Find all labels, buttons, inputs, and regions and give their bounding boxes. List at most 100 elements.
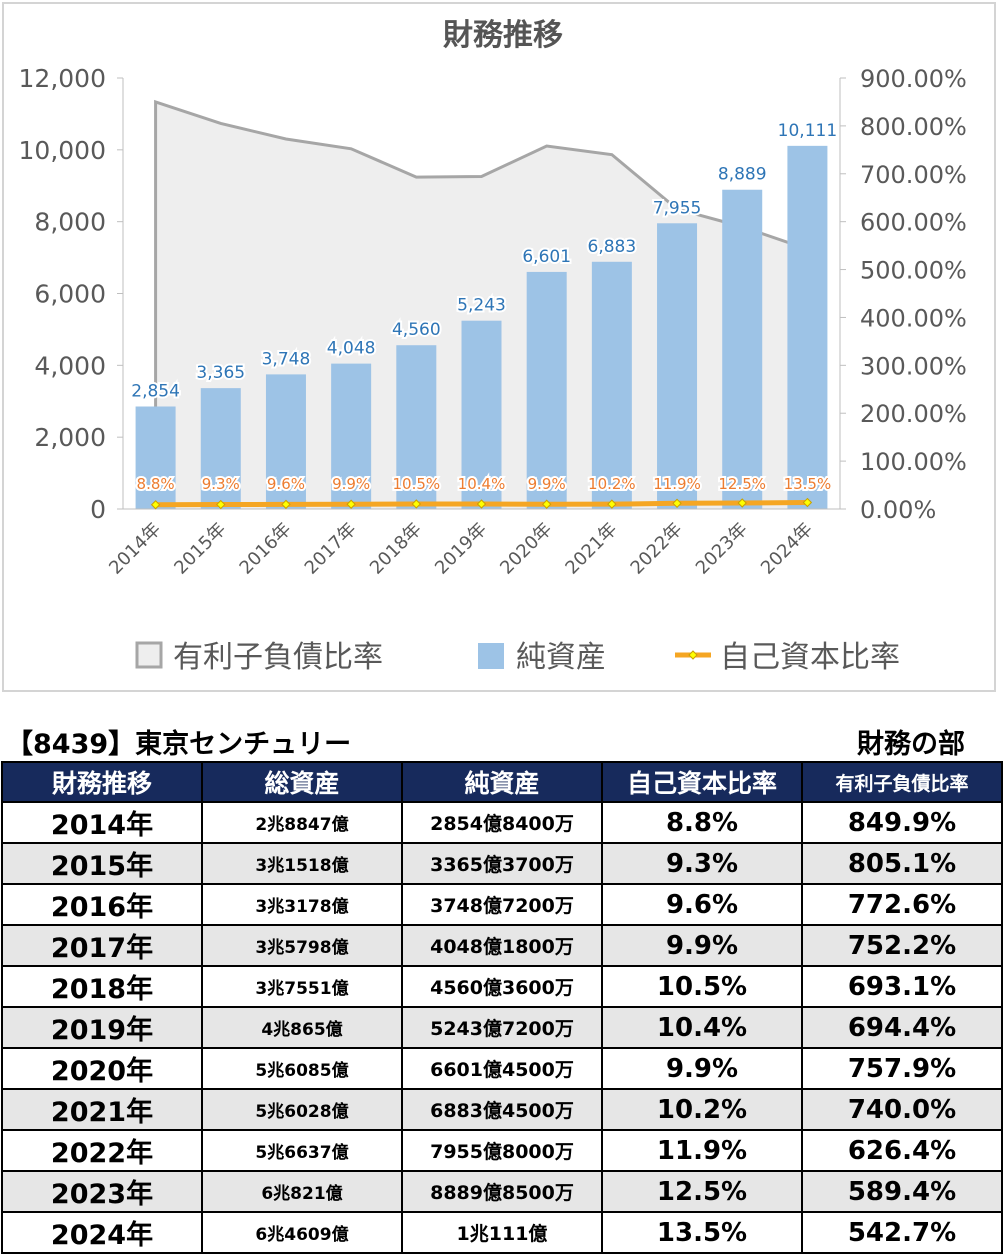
net-assets-data-label: 8,889 (718, 165, 767, 185)
cell-net-assets: 6883億4500万 (401, 1088, 603, 1131)
cell-year: 2017年 (1, 924, 203, 967)
y-right-tick-label: 600.00% (860, 209, 967, 237)
net-assets-data-label: 3,748 (262, 349, 311, 369)
cell-debt-ratio: 693.1% (801, 965, 1003, 1008)
chart-title: 財務推移 (443, 18, 563, 53)
net-assets-bar (331, 363, 372, 509)
cell-net-assets: 4048億1800万 (401, 924, 603, 967)
cell-year: 2018年 (1, 965, 203, 1008)
x-tick-label: 2022年 (627, 519, 687, 579)
cell-debt-ratio: 849.9% (801, 801, 1003, 844)
y-right-tick-label: 400.00% (860, 304, 967, 332)
equity-ratio-point (411, 499, 422, 509)
cell-year: 2016年 (1, 883, 203, 926)
cell-net-assets: 6601億4500万 (401, 1047, 603, 1090)
cell-equity-ratio: 12.5% (601, 1170, 803, 1213)
cell-year: 2024年 (1, 1211, 203, 1254)
x-tick-label: 2019年 (431, 519, 491, 579)
equity-ratio-point (150, 500, 161, 510)
table-row: 2021年 5兆6028億 6883億4500万 10.2% 740.0% (1, 1088, 1003, 1131)
section-label: 財務の部 (857, 729, 965, 760)
x-tick-label: 2016年 (236, 519, 296, 579)
y-left-tick-label: 0 (90, 495, 106, 524)
cell-debt-ratio: 757.9% (801, 1047, 1003, 1090)
net-assets-data-label: 2,854 (131, 381, 180, 401)
legend-swatch-net-assets (478, 643, 504, 669)
cell-total-assets: 3兆1518億 (201, 842, 403, 885)
cell-equity-ratio: 9.3% (601, 842, 803, 885)
cell-equity-ratio: 9.6% (601, 883, 803, 926)
equity-ratio-data-label: 13.5% (784, 475, 832, 493)
table-row: 2016年 3兆3178億 3748億7200万 9.6% 772.6% (1, 883, 1003, 926)
y-right-tick-label: 200.00% (860, 400, 967, 428)
table-row: 2019年 4兆865億 5243億7200万 10.4% 694.4% (1, 1006, 1003, 1049)
net-assets-data-label: 7,955 (653, 198, 702, 218)
table-row: 2018年 3兆7551億 4560億3600万 10.5% 693.1% (1, 965, 1003, 1008)
equity-ratio-data-label: 9.6% (267, 475, 305, 493)
y-left-tick-label: 8,000 (34, 208, 106, 237)
equity-ratio-point (476, 499, 487, 509)
cell-year: 2021年 (1, 1088, 203, 1131)
legend-swatch-debt-ratio (135, 641, 163, 669)
cell-total-assets: 5兆6028億 (201, 1088, 403, 1131)
header-equity-ratio: 自己資本比率 (601, 761, 803, 803)
net-assets-data-label: 10,111 (778, 121, 837, 141)
cell-net-assets: 4560億3600万 (401, 965, 603, 1008)
y-left-tick-label: 10,000 (19, 136, 106, 165)
table-row: 2014年 2兆8847億 2854億8400万 8.8% 849.9% (1, 801, 1003, 844)
equity-ratio-point (737, 498, 747, 508)
net-assets-bar (200, 388, 241, 509)
equity-ratio-point (802, 497, 813, 508)
net-assets-bar (722, 189, 763, 509)
net-assets-data-label: 3,365 (196, 363, 245, 383)
equity-ratio-data-label: 11.9% (653, 475, 701, 493)
header-debt-ratio: 有利子負債比率 (801, 761, 1003, 803)
net-assets-bar (265, 374, 306, 509)
cell-net-assets: 3365億3700万 (401, 842, 603, 885)
x-tick-label: 2023年 (692, 519, 752, 579)
chart: 財務推移 2,854 3,365 3,748 4,048 4,560 5,243 6,601 6… (19, 18, 967, 675)
cell-equity-ratio: 13.5% (601, 1211, 803, 1254)
cell-net-assets: 1兆111億 (401, 1211, 603, 1254)
net-assets-bar (396, 345, 437, 509)
cell-total-assets: 3兆3178億 (201, 883, 403, 926)
equity-ratio-data-label: 10.4% (458, 475, 506, 493)
cell-total-assets: 3兆7551億 (201, 965, 403, 1008)
table-header-row: 財務推移 総資産 純資産 自己資本比率 有利子負債比率 (1, 761, 1003, 803)
legend-label-equity-ratio: 自己資本比率 (720, 640, 900, 675)
table-row: 2020年 5兆6085億 6601億4500万 9.9% 757.9% (1, 1047, 1003, 1090)
table-row: 2017年 3兆5798億 4048億1800万 9.9% 752.2% (1, 924, 1003, 967)
cell-net-assets: 3748億7200万 (401, 883, 603, 926)
y-left-tick-label: 6,000 (34, 280, 106, 309)
y-right-tick-label: 700.00% (860, 161, 967, 189)
y-right-tick-label: 0.00% (860, 496, 936, 524)
header-period: 財務推移 (1, 761, 203, 803)
x-tick-label: 2021年 (561, 519, 621, 579)
equity-ratio-data-label: 8.8% (137, 475, 175, 493)
cell-year: 2014年 (1, 801, 203, 844)
equity-ratio-point (346, 499, 356, 509)
debt-ratio-area (155, 101, 808, 509)
equity-ratio-data-label: 9.9% (528, 475, 566, 493)
cell-net-assets: 5243億7200万 (401, 1006, 603, 1049)
y-right-tick-label: 800.00% (860, 113, 967, 141)
cell-equity-ratio: 10.2% (601, 1088, 803, 1131)
legend-label-debt-ratio: 有利子負債比率 (173, 640, 383, 675)
equity-ratio-point (672, 498, 682, 509)
y-right-tick-label: 900.00% (860, 65, 967, 93)
table-row: 2015年 3兆1518億 3365億3700万 9.3% 805.1% (1, 842, 1003, 885)
legend-label-net-assets: 純資産 (516, 640, 606, 675)
cell-debt-ratio: 542.7% (801, 1211, 1003, 1254)
x-tick-label: 2015年 (170, 519, 230, 579)
cell-total-assets: 3兆5798億 (201, 924, 403, 967)
cell-net-assets: 8889億8500万 (401, 1170, 603, 1213)
net-assets-data-label: 4,560 (392, 320, 441, 340)
y-left-tick-label: 2,000 (34, 423, 106, 452)
x-tick-label: 2020年 (496, 519, 556, 579)
cell-equity-ratio: 10.5% (601, 965, 803, 1008)
cell-total-assets: 6兆821億 (201, 1170, 403, 1213)
cell-equity-ratio: 11.9% (601, 1129, 803, 1172)
cell-equity-ratio: 9.9% (601, 924, 803, 967)
net-assets-bar (787, 145, 828, 509)
x-tick-label: 2018年 (366, 519, 426, 579)
